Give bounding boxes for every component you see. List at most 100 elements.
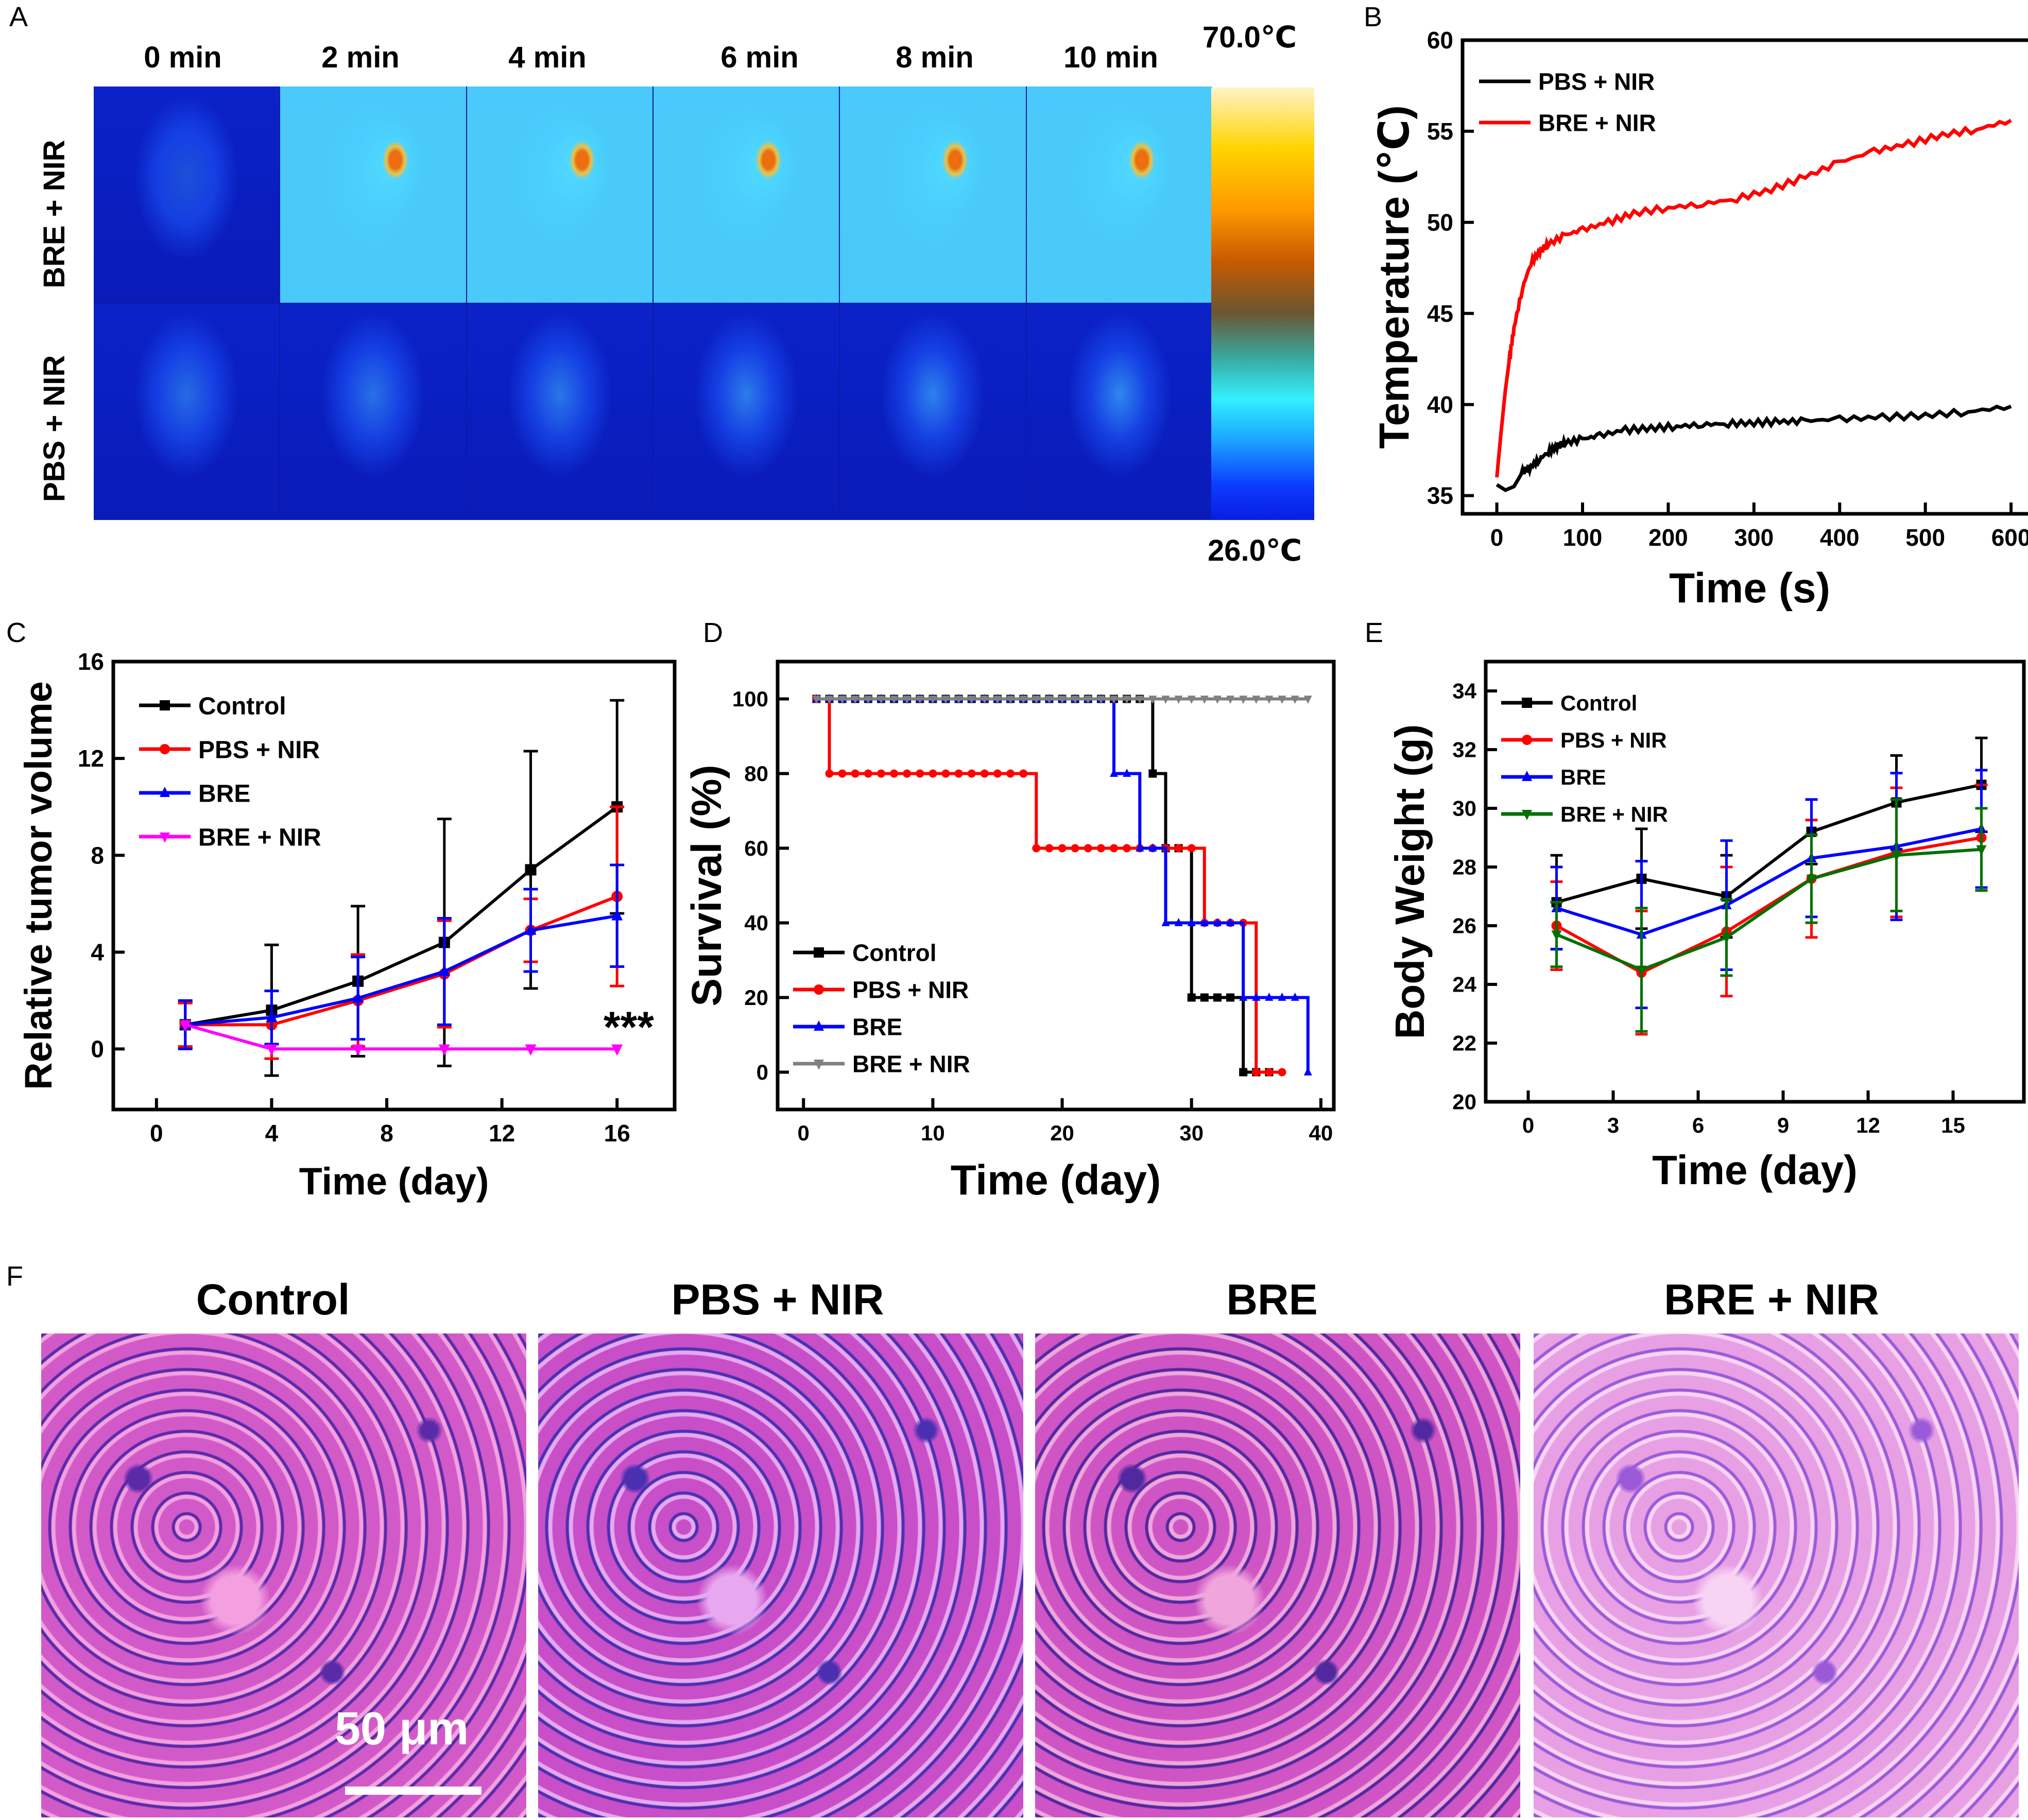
legend-label: PBS + NIR	[1538, 68, 1655, 95]
x-tick-label: 30	[1179, 1121, 1204, 1145]
data-point	[1806, 874, 1817, 885]
data-point	[851, 769, 860, 778]
data-point	[838, 696, 847, 704]
data-point	[1084, 844, 1092, 853]
x-tick-label: 3	[1607, 1113, 1619, 1137]
data-point	[1522, 698, 1532, 708]
data-point	[903, 696, 912, 704]
panel-letter-a: A	[9, 2, 28, 32]
series-line	[1556, 783, 1982, 904]
y-tick-label: 40	[1427, 391, 1453, 418]
data-point	[1976, 845, 1987, 856]
series-line	[185, 805, 618, 1027]
data-point	[1096, 696, 1105, 704]
y-tick-label: 60	[1427, 27, 1453, 54]
y-tick-label: 4	[91, 939, 104, 965]
y-tick-label: 32	[1452, 738, 1476, 762]
x-tick-label: 40	[1309, 1121, 1333, 1145]
temperature-colorbar	[1211, 88, 1314, 520]
data-point	[1110, 768, 1119, 777]
data-point	[1096, 844, 1105, 853]
series-line	[1495, 118, 2012, 478]
data-point	[352, 991, 364, 1003]
data-point	[1522, 810, 1532, 820]
chart-e-body-weight: 0 3 6 9 12 15 20 22 24 26 28 30 32 34 Time (day) Body W…	[1387, 660, 2026, 1193]
data-point	[1239, 992, 1248, 1001]
data-point	[1187, 844, 1196, 853]
panel-letter-b: B	[1364, 2, 1383, 32]
legend-label: PBS + NIR	[198, 736, 320, 764]
data-point	[1226, 993, 1235, 1002]
thermal-image-r0-c1	[280, 86, 466, 303]
data-point	[1252, 1068, 1261, 1077]
data-point	[929, 769, 937, 778]
x-tick-label: 0	[1490, 524, 1504, 551]
data-point	[1522, 735, 1532, 745]
panel-letter-f: F	[6, 1261, 23, 1292]
x-tick-label: 0	[1522, 1113, 1534, 1137]
legend-label: PBS + NIR	[1560, 728, 1667, 752]
data-point	[611, 909, 623, 921]
data-point	[814, 984, 824, 995]
data-point	[1278, 696, 1286, 704]
data-point	[954, 769, 963, 778]
data-point	[1045, 696, 1054, 704]
data-point	[525, 923, 537, 935]
x-tick-label: 6	[1692, 1113, 1704, 1137]
legend-label: BRE	[1560, 765, 1606, 789]
y-tick-label: 40	[744, 911, 768, 935]
time-label-3: 6 min	[720, 41, 799, 74]
y-tick-label: 45	[1427, 300, 1453, 327]
thermal-image-r1-c1	[280, 304, 466, 520]
x-tick-label: 0	[150, 1120, 163, 1147]
data-point	[1148, 843, 1157, 852]
data-point	[876, 696, 885, 704]
data-point	[438, 964, 450, 976]
x-axis-label: Time (day)	[1652, 1147, 1858, 1193]
y-tick-label: 24	[1452, 973, 1476, 997]
y-tick-label: 8	[91, 842, 104, 869]
histology-image-bre	[1035, 1333, 1520, 1817]
series-line	[185, 914, 617, 1027]
data-point	[1136, 696, 1144, 704]
y-axis-label: Survival (%)	[683, 765, 730, 1006]
data-point	[903, 769, 912, 778]
data-point	[160, 744, 170, 754]
data-point	[1174, 844, 1183, 853]
data-point	[1084, 696, 1092, 704]
legend-label: BRE + NIR	[1538, 110, 1656, 136]
x-tick-label: 15	[1941, 1113, 1965, 1137]
data-point	[890, 696, 899, 704]
data-point	[1058, 844, 1067, 853]
x-tick-label: 300	[1734, 524, 1774, 551]
legend-label: BRE	[852, 1014, 902, 1041]
data-point	[1265, 992, 1274, 1001]
data-point	[1071, 696, 1079, 704]
row-label-bre-nir: BRE + NIR	[38, 140, 71, 288]
time-label-2: 4 min	[508, 41, 587, 74]
time-label-0: 0 min	[144, 41, 222, 74]
thermal-image-r0-c5	[1026, 86, 1212, 303]
legend-label: BRE + NIR	[198, 824, 321, 851]
data-point	[1032, 844, 1041, 853]
histology-image-control	[41, 1333, 526, 1817]
data-point	[993, 696, 1002, 704]
data-point	[525, 1044, 537, 1056]
y-tick-label: 22	[1452, 1031, 1476, 1055]
x-axis-label: Time (s)	[1669, 565, 1830, 612]
data-point	[980, 696, 989, 704]
x-tick-label: 200	[1648, 524, 1688, 551]
series-line	[1556, 847, 1982, 972]
series-line	[1556, 836, 1982, 975]
data-point	[890, 769, 899, 778]
x-tick-label: 9	[1777, 1113, 1789, 1137]
data-point	[1110, 844, 1119, 853]
data-point	[812, 696, 821, 704]
data-point	[1174, 917, 1183, 926]
data-point	[1006, 769, 1015, 778]
y-tick-label: 26	[1452, 914, 1476, 938]
data-point	[1019, 769, 1028, 778]
data-point	[1123, 844, 1131, 853]
data-point	[1032, 696, 1041, 704]
thermal-image-grid	[94, 86, 1212, 520]
